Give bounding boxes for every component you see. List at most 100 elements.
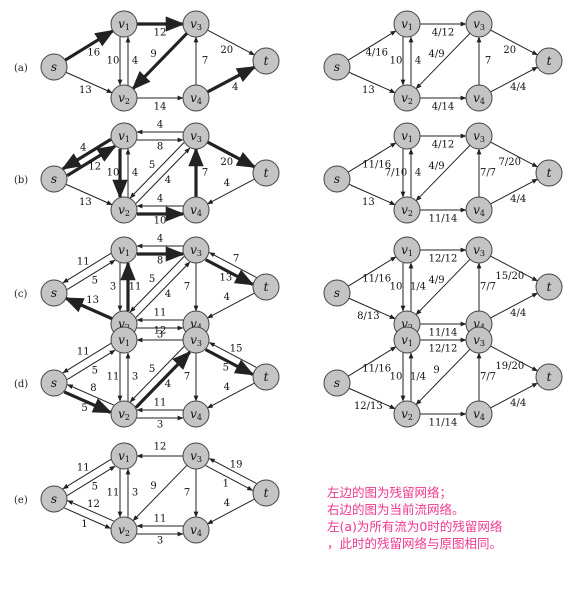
edge-label-v4-t: 4/4	[510, 398, 526, 409]
edge-label-v3-v4: 7	[184, 488, 190, 499]
edge-v3-t	[490, 345, 539, 372]
edge-label-v2-v4: 3	[157, 330, 163, 341]
edge-v3-t	[205, 465, 254, 491]
node-label-t: t	[264, 370, 269, 384]
node-label-t: t	[264, 166, 269, 180]
edge-v3-v2	[129, 142, 185, 199]
node-label-s: s	[334, 60, 340, 74]
edge-label-v4-v2: 11	[154, 398, 167, 409]
node-label-v4: v4	[473, 91, 485, 106]
edge-v4-t	[490, 66, 539, 93]
edge-label-v2-v1: 4	[415, 56, 421, 67]
node-s	[40, 53, 68, 81]
edge-v4-t	[206, 65, 257, 94]
edge-s-v1	[66, 144, 117, 177]
flow-network-1: 11/16 13 7/10 4 4/12 4/9 11/14 7/77/20 4/4 s v1 v2 v…	[323, 122, 563, 225]
edge-label-v3-v2: 9	[433, 365, 439, 376]
row-label-2: (c)	[14, 289, 28, 300]
node-label-v2: v2	[118, 523, 130, 538]
node-label-v1: v1	[118, 449, 130, 464]
edge-v1-s	[61, 138, 112, 171]
node-label-t: t	[264, 486, 269, 500]
node-label-s: s	[334, 376, 340, 390]
flow-network-2: 11/16 8/13 10 1/4 12/12 4/9 11/14 7/715/20 4/4 s v…	[323, 236, 563, 339]
edge-label-v2-v3: 4	[165, 175, 171, 186]
node-label-v2: v2	[118, 91, 130, 106]
edge-v1-s	[62, 458, 112, 490]
node-v1	[393, 236, 421, 264]
edge-s-v2	[348, 297, 396, 320]
node-s	[40, 279, 68, 307]
node-t	[252, 159, 280, 187]
edge-v1-s	[62, 252, 112, 284]
node-label-v2: v2	[118, 203, 130, 218]
node-label-s: s	[334, 286, 340, 300]
edge-label-v2-s: 13	[86, 295, 99, 306]
edge-v3-v2	[415, 348, 471, 406]
node-s	[323, 53, 351, 81]
edge-label-v1-v2: 10	[390, 56, 403, 67]
edge-t-v4	[206, 382, 255, 409]
node-label-v4: v4	[190, 523, 202, 538]
edge-label-v2-v1: 4	[415, 168, 421, 179]
edge-t-v4	[206, 178, 255, 205]
node-label-v3: v3	[190, 449, 202, 464]
edge-label-s-v1: 16	[87, 48, 100, 59]
edge-v2-v3	[135, 147, 191, 204]
node-label-v4: v4	[473, 407, 485, 422]
edge-label-v1-v2: 11	[107, 372, 120, 383]
residual-network-2: 51113311845431171374sv1v2v3v4t	[40, 234, 280, 341]
edge-label-v3-t: 1	[223, 479, 229, 490]
edge-label-v1-s: 4	[80, 143, 86, 154]
node-label-v3: v3	[190, 129, 202, 144]
edge-label-v3-v1: 12	[154, 326, 167, 337]
edge-label-v4-t: 4/4	[510, 194, 526, 205]
node-label-s: s	[51, 492, 57, 506]
edge-label-v3-v2: 5	[149, 274, 155, 285]
node-label-t: t	[547, 280, 552, 294]
flow-network-0: 4/16 13 10 4 4/12 4/9 4/14 7 20 4/4 s v1 v2 v3 v4 t	[323, 10, 563, 113]
edge-label-v2-s: 12	[87, 499, 100, 510]
node-s	[40, 369, 68, 397]
edge-label-t-v4: 4	[224, 292, 230, 303]
node-v4	[465, 400, 493, 428]
edge-v3-v2	[415, 144, 471, 202]
edge-label-t-v4: 4	[224, 382, 230, 393]
edge-v3-v2	[132, 464, 188, 522]
edge-label-v3-t: 13	[219, 273, 232, 284]
edge-label-v3-v2: 5	[149, 160, 155, 171]
edge-v3-t	[204, 258, 255, 286]
node-v2	[393, 84, 421, 112]
node-label-s: s	[51, 172, 57, 186]
edge-label-t-v3: 15	[230, 343, 243, 354]
node-t	[535, 273, 563, 301]
edge-label-v1-s: 11	[77, 463, 90, 474]
node-label-v1: v1	[118, 129, 130, 144]
node-label-v3: v3	[473, 129, 485, 144]
edge-s-v2	[63, 390, 113, 414]
edge-label-v1-v3: 12	[154, 28, 167, 39]
node-v1	[393, 122, 421, 150]
edge-label-v1-v2: 7/10	[385, 168, 407, 179]
node-s	[323, 279, 351, 307]
edge-label-v2-v1: 3	[132, 372, 138, 383]
node-v1	[110, 122, 138, 150]
node-label-v4: v4	[190, 203, 202, 218]
edge-v2-v3	[135, 261, 191, 318]
node-label-s: s	[334, 172, 340, 186]
edge-label-v1-v3: 8	[157, 142, 163, 153]
node-v3	[465, 122, 493, 150]
edge-s-v2	[348, 387, 396, 410]
edge-label-v3-v4: 7	[184, 372, 190, 383]
edge-label-v2-v1: 3	[132, 488, 138, 499]
edge-label-v4-t: 4/4	[510, 82, 526, 93]
node-label-v3: v3	[190, 243, 202, 258]
edge-label-v2-v4: 11/14	[429, 418, 458, 429]
edge-label-v1-v2: 10	[107, 168, 120, 179]
edge-label-v2-v1: 4	[132, 56, 138, 67]
edge-v3-v2	[131, 32, 189, 91]
edge-s-v2	[348, 71, 396, 94]
edge-t-v4	[206, 292, 255, 319]
row-label-0: (a)	[14, 63, 28, 74]
